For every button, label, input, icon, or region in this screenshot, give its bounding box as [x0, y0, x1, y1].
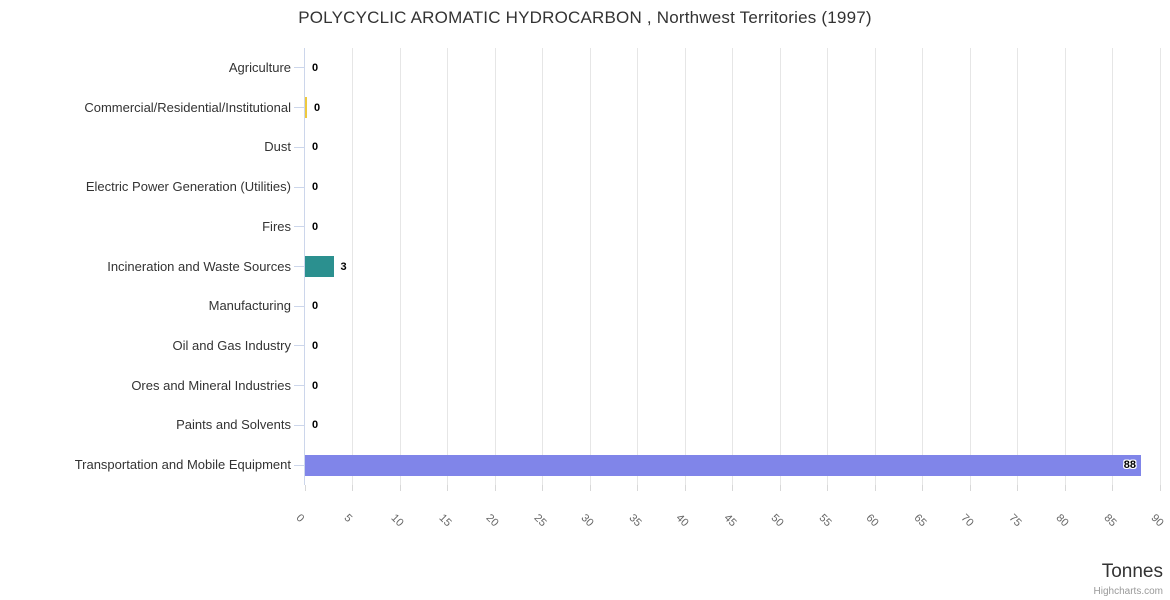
data-label: 0	[312, 61, 319, 74]
x-axis-tick	[1159, 485, 1161, 491]
x-axis-tick	[827, 485, 828, 491]
x-tick-label: 75	[1006, 512, 1024, 530]
gridline	[732, 48, 733, 485]
x-tick-label: 25	[531, 512, 549, 530]
category-label: Paints and Solvents	[176, 417, 291, 433]
x-tick-label: 90	[1148, 512, 1166, 530]
gridline	[827, 48, 828, 485]
data-label: 0	[312, 339, 319, 352]
category-label: Ores and Mineral Industries	[131, 377, 291, 393]
category-label: Agriculture	[228, 59, 291, 75]
x-axis-tick	[684, 485, 686, 491]
data-label: 0	[312, 419, 319, 432]
bar[interactable]	[305, 97, 307, 119]
x-axis-title: Tonnes	[1101, 561, 1163, 582]
x-tick-label: 10	[388, 512, 406, 530]
bar[interactable]	[305, 454, 1141, 476]
x-tick-label: 65	[911, 512, 929, 530]
category-tick	[294, 226, 304, 228]
x-axis-tick	[447, 485, 448, 491]
gridline	[1064, 48, 1066, 485]
x-axis-tick	[922, 485, 923, 491]
x-tick-label: 50	[768, 512, 786, 530]
gridline	[874, 48, 876, 485]
gridline	[1159, 48, 1161, 485]
x-axis-tick	[304, 485, 306, 491]
gridline	[494, 48, 496, 485]
gridline	[637, 48, 638, 485]
x-axis-tick	[352, 485, 353, 491]
category-tick	[294, 67, 304, 69]
x-axis-tick	[1112, 485, 1113, 491]
x-axis-tick	[1017, 485, 1018, 491]
gridline	[969, 48, 971, 485]
gridline	[779, 48, 781, 485]
category-label: Manufacturing	[208, 298, 291, 314]
gridline	[1017, 48, 1018, 485]
x-tick-label: 35	[626, 512, 644, 530]
category-label: Transportation and Mobile Equipment	[74, 457, 291, 473]
y-axis-line	[304, 48, 305, 485]
x-axis-tick	[494, 485, 496, 491]
category-label: Electric Power Generation (Utilities)	[85, 179, 291, 195]
data-label: 0	[312, 379, 319, 392]
data-label: 3	[340, 260, 347, 273]
category-label: Fires	[262, 218, 291, 234]
category-label: Incineration and Waste Sources	[107, 258, 291, 274]
chart-title: POLYCYCLIC AROMATIC HYDROCARBON , Northw…	[298, 8, 872, 27]
x-tick-label: 30	[578, 512, 596, 530]
category-tick	[294, 107, 304, 109]
x-axis-tick	[779, 485, 781, 491]
category-tick	[294, 266, 304, 267]
data-label: 0	[312, 300, 319, 313]
bar[interactable]	[305, 256, 334, 277]
data-label: 88	[1123, 459, 1136, 472]
x-tick-label: 85	[1101, 512, 1119, 530]
x-tick-label: 0	[293, 512, 307, 525]
x-tick-label: 40	[673, 512, 691, 530]
category-tick	[294, 305, 304, 307]
x-axis-tick	[637, 485, 638, 491]
x-tick-label: 80	[1053, 512, 1071, 530]
x-axis-tick	[399, 485, 401, 491]
x-axis-tick	[969, 485, 971, 491]
category-label: Dust	[264, 139, 291, 155]
x-tick-label: 5	[341, 512, 354, 525]
x-axis-tick	[589, 485, 591, 491]
gridline	[684, 48, 686, 485]
data-label: 0	[312, 181, 319, 194]
category-label: Commercial/Residential/Institutional	[84, 99, 291, 115]
gridline	[589, 48, 591, 485]
category-tick	[294, 345, 304, 347]
x-axis-tick	[874, 485, 876, 491]
plot-area: 0 0 0 0 0 3 0 0 0 0 88	[305, 48, 1161, 485]
category-label: Oil and Gas Industry	[172, 337, 292, 353]
x-axis-tick	[542, 485, 543, 491]
x-tick-label: 45	[721, 512, 739, 530]
category-tick	[294, 424, 304, 426]
gridline	[447, 48, 448, 485]
category-tick	[294, 385, 304, 387]
gridline	[399, 48, 401, 485]
data-label: 0	[312, 220, 319, 233]
data-label: 0	[314, 101, 321, 114]
gridline	[1112, 48, 1113, 485]
gridline	[352, 48, 353, 485]
gridline	[542, 48, 543, 485]
highcharts-credits-link[interactable]: Highcharts.com	[1093, 586, 1163, 597]
x-tick-label: 60	[863, 512, 881, 530]
x-tick-label: 20	[483, 512, 501, 530]
category-tick	[294, 464, 304, 466]
category-tick	[294, 146, 304, 148]
x-tick-label: 15	[436, 512, 454, 530]
x-tick-label: 70	[958, 512, 976, 530]
data-label: 0	[312, 141, 319, 154]
x-tick-label: 55	[816, 512, 834, 530]
x-axis-tick	[1064, 485, 1066, 491]
gridline	[922, 48, 923, 485]
x-axis-tick	[732, 485, 733, 491]
category-tick	[294, 186, 304, 188]
